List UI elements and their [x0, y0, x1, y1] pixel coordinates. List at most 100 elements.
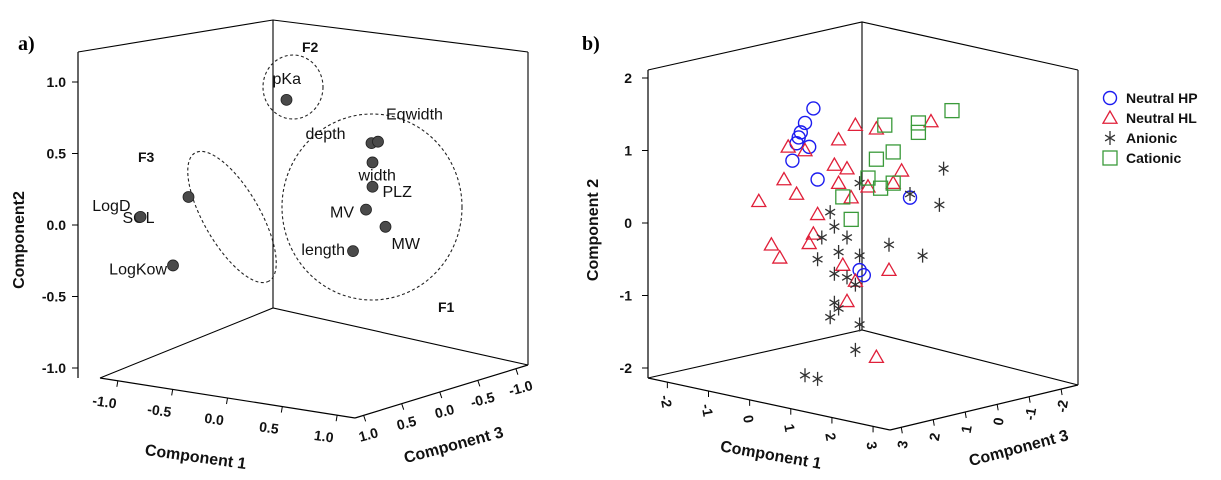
x-tick-label: 3	[863, 440, 880, 451]
panel-b-y-axis-title: Component 2	[585, 179, 602, 281]
data-point-neutral-hp	[791, 130, 806, 145]
data-point-anionic	[934, 197, 945, 212]
data-point-neutral-hp	[785, 153, 800, 168]
data-point-neutral-hl	[838, 292, 856, 308]
loading-point-mw	[379, 220, 392, 233]
panel-a-z-ticks: 1.0 0.5 0.0 -0.5 -1.0	[357, 368, 535, 445]
legend-marker-neutral-hp	[1102, 90, 1118, 106]
panel-a-z-axis	[354, 364, 529, 419]
z-tick-mark	[996, 404, 999, 411]
y-tick-label: -1.0	[42, 360, 66, 376]
loading-point-width	[366, 156, 379, 169]
x-tick-label: 0.0	[203, 410, 225, 429]
panel-a-points: pKadepthEqwidthwidthSOLPLZMVLogDMWlength…	[92, 71, 443, 279]
data-point-neutral-hl	[780, 138, 797, 153]
y-tick-label: 1	[624, 143, 632, 159]
data-point-cationic	[877, 117, 893, 133]
panel-a-label: a)	[18, 33, 35, 55]
data-point-neutral-hl	[843, 189, 860, 204]
data-point-anionic	[854, 317, 865, 332]
panel-b-x-ticks: -2 -1 0 1 2 3	[657, 382, 881, 451]
legend-label-neutral-hp: Neutral HP	[1126, 90, 1198, 106]
data-point-neutral-hl	[834, 256, 851, 271]
loading-point-logd	[134, 210, 147, 223]
data-point-anionic	[812, 252, 823, 267]
data-point-anionic	[833, 301, 844, 316]
panel-b-label: b)	[582, 33, 600, 55]
factor-f3-label: F3	[138, 149, 155, 165]
data-point-neutral-hl	[809, 205, 826, 221]
z-tick-mark	[363, 415, 367, 422]
loading-point-plz	[366, 180, 379, 193]
data-point-neutral-hl	[893, 162, 910, 177]
data-point-neutral-hl	[763, 236, 780, 251]
data-point-neutral-hl	[830, 131, 847, 146]
data-point-anionic	[824, 205, 836, 220]
z-tick-label: -1	[1021, 406, 1039, 421]
factor-f1-label: F1	[438, 299, 455, 315]
data-point-cationic	[860, 170, 876, 186]
x-tick-label: 0.5	[258, 418, 280, 437]
z-tick-label: -0.5	[469, 389, 497, 411]
data-point-neutral-hl	[788, 185, 805, 200]
data-point-neutral-hp	[797, 115, 813, 131]
data-point-neutral-hl	[750, 192, 767, 208]
data-point-cationic	[944, 102, 960, 119]
point-label-mv: MV	[330, 205, 354, 222]
factor-f3-ellipse	[187, 150, 277, 284]
z-tick-label: 0.5	[395, 413, 418, 434]
z-tick-mark	[1028, 396, 1031, 403]
y-tick-label: -1	[620, 288, 633, 304]
panel-a: a) 1.0 0.5 0.0 -0.5 -1.0 -1.0 -0.5 0.0 0.5 1.0 1…	[11, 19, 535, 473]
panel-a-x-axis-title: Component 1	[144, 442, 248, 473]
data-point-neutral-hl	[796, 142, 814, 157]
data-point-anionic	[816, 230, 828, 245]
data-point-neutral-hp	[856, 268, 871, 283]
x-tick-label: -2	[657, 394, 675, 409]
data-point-neutral-hl	[880, 261, 898, 277]
panel-b-x-axis	[647, 377, 891, 431]
x-tick-mark	[280, 406, 283, 413]
panel-b-box-top	[647, 21, 1079, 71]
z-tick-mark	[1060, 388, 1063, 396]
z-tick-label: 3	[894, 439, 911, 450]
data-point-neutral-hl	[838, 160, 856, 175]
data-point-neutral-hl	[830, 174, 847, 190]
z-tick-mark	[515, 368, 519, 375]
data-point-neutral-hl	[868, 120, 885, 135]
point-label-logd: LogD	[92, 198, 130, 215]
loading-point-eqwidth	[372, 135, 384, 148]
y-tick-label: 0.5	[47, 146, 67, 162]
point-label-plz: PLZ	[383, 184, 413, 201]
panel-b-z-ticks: 3 2 1 0 -1 -2	[894, 388, 1071, 450]
data-point-anionic	[841, 270, 853, 285]
factor-f2-label: F2	[302, 39, 319, 55]
factor-f2-ellipse	[262, 54, 324, 120]
data-point-neutral-hl	[826, 156, 843, 171]
data-point-anionic	[854, 248, 865, 263]
data-point-cationic	[885, 175, 901, 191]
panel-b-y-ticks: 2 1 0 -1 -2	[620, 70, 648, 376]
data-point-cationic	[885, 144, 901, 160]
data-point-anionic	[833, 245, 844, 259]
x-tick-label: -0.5	[146, 401, 172, 420]
panel-b-x-axis-title: Component 1	[719, 438, 823, 473]
panel-a-x-ticks: -1.0 -0.5 0.0 0.5 1.0	[91, 380, 338, 446]
point-label-length: length	[301, 242, 345, 259]
x-tick-mark	[116, 380, 119, 387]
data-point-cationic	[872, 180, 889, 196]
z-tick-mark	[932, 419, 935, 426]
loading-point-logkow	[167, 259, 179, 272]
point-label-depth: depth	[305, 126, 345, 143]
data-point-anionic	[850, 342, 861, 357]
panel-b-points	[750, 101, 960, 386]
x-tick-label: 2	[822, 431, 839, 442]
z-tick-mark	[401, 403, 405, 410]
data-point-anionic	[824, 310, 836, 325]
loading-point-sol	[182, 191, 195, 203]
point-label-width: width	[358, 167, 396, 184]
data-point-anionic	[841, 230, 853, 245]
data-point-anionic	[829, 295, 840, 310]
